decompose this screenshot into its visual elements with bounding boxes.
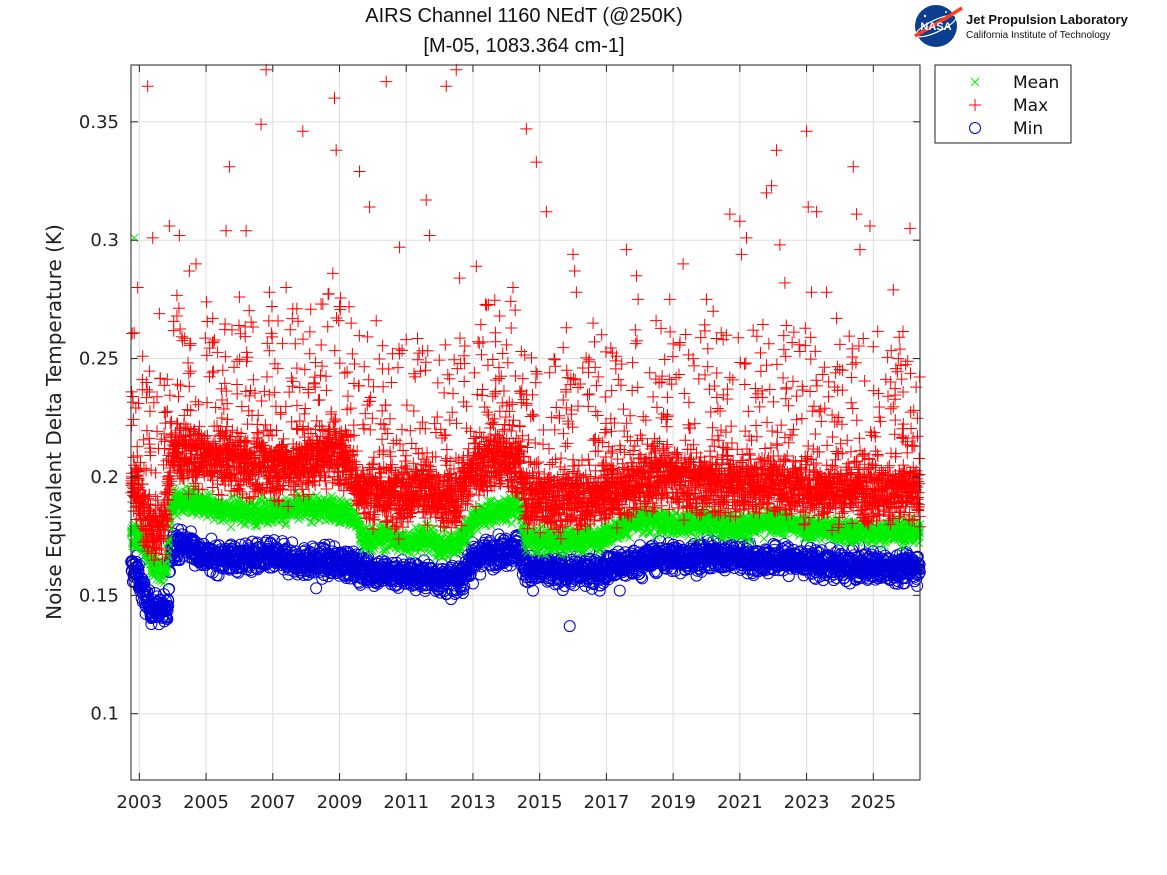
nasa-swoosh-icon <box>914 6 963 38</box>
min-marker <box>132 561 145 574</box>
min-marker <box>184 525 197 538</box>
nasa-star-icon <box>945 11 947 13</box>
min-marker <box>163 583 176 596</box>
min-marker <box>161 613 174 626</box>
jpl-subtitle: California Institute of Technology <box>966 30 1110 41</box>
data-markers <box>125 63 926 633</box>
min-marker <box>409 584 422 597</box>
chart-title: AIRS Channel 1160 NEdT (@250K) [M-05, 10… <box>365 5 683 57</box>
chart-title-line-1: AIRS Channel 1160 NEdT (@250K) <box>365 5 683 27</box>
min-marker <box>132 564 145 577</box>
min-marker <box>286 536 299 549</box>
nasa-star-icon <box>923 14 927 18</box>
nasa-badge-text: NASA <box>920 21 951 33</box>
min-marker <box>458 580 471 593</box>
min-marker <box>371 577 384 590</box>
min-marker <box>276 535 289 548</box>
min-marker <box>225 538 238 551</box>
min-marker <box>141 585 154 598</box>
min-marker <box>418 554 431 567</box>
min-marker <box>251 536 264 549</box>
chart-title-line-2: [M-05, 1083.364 cm-1] <box>423 35 624 57</box>
plot-area <box>131 65 920 780</box>
jpl-logo: NASA Jet Propulsion Laboratory Californi… <box>914 5 1129 47</box>
min-marker <box>474 568 487 581</box>
jpl-name: Jet Propulsion Laboratory <box>966 12 1129 27</box>
min-marker <box>143 584 156 597</box>
min-marker <box>135 572 148 585</box>
series-min <box>125 523 926 633</box>
min-marker <box>299 544 312 557</box>
